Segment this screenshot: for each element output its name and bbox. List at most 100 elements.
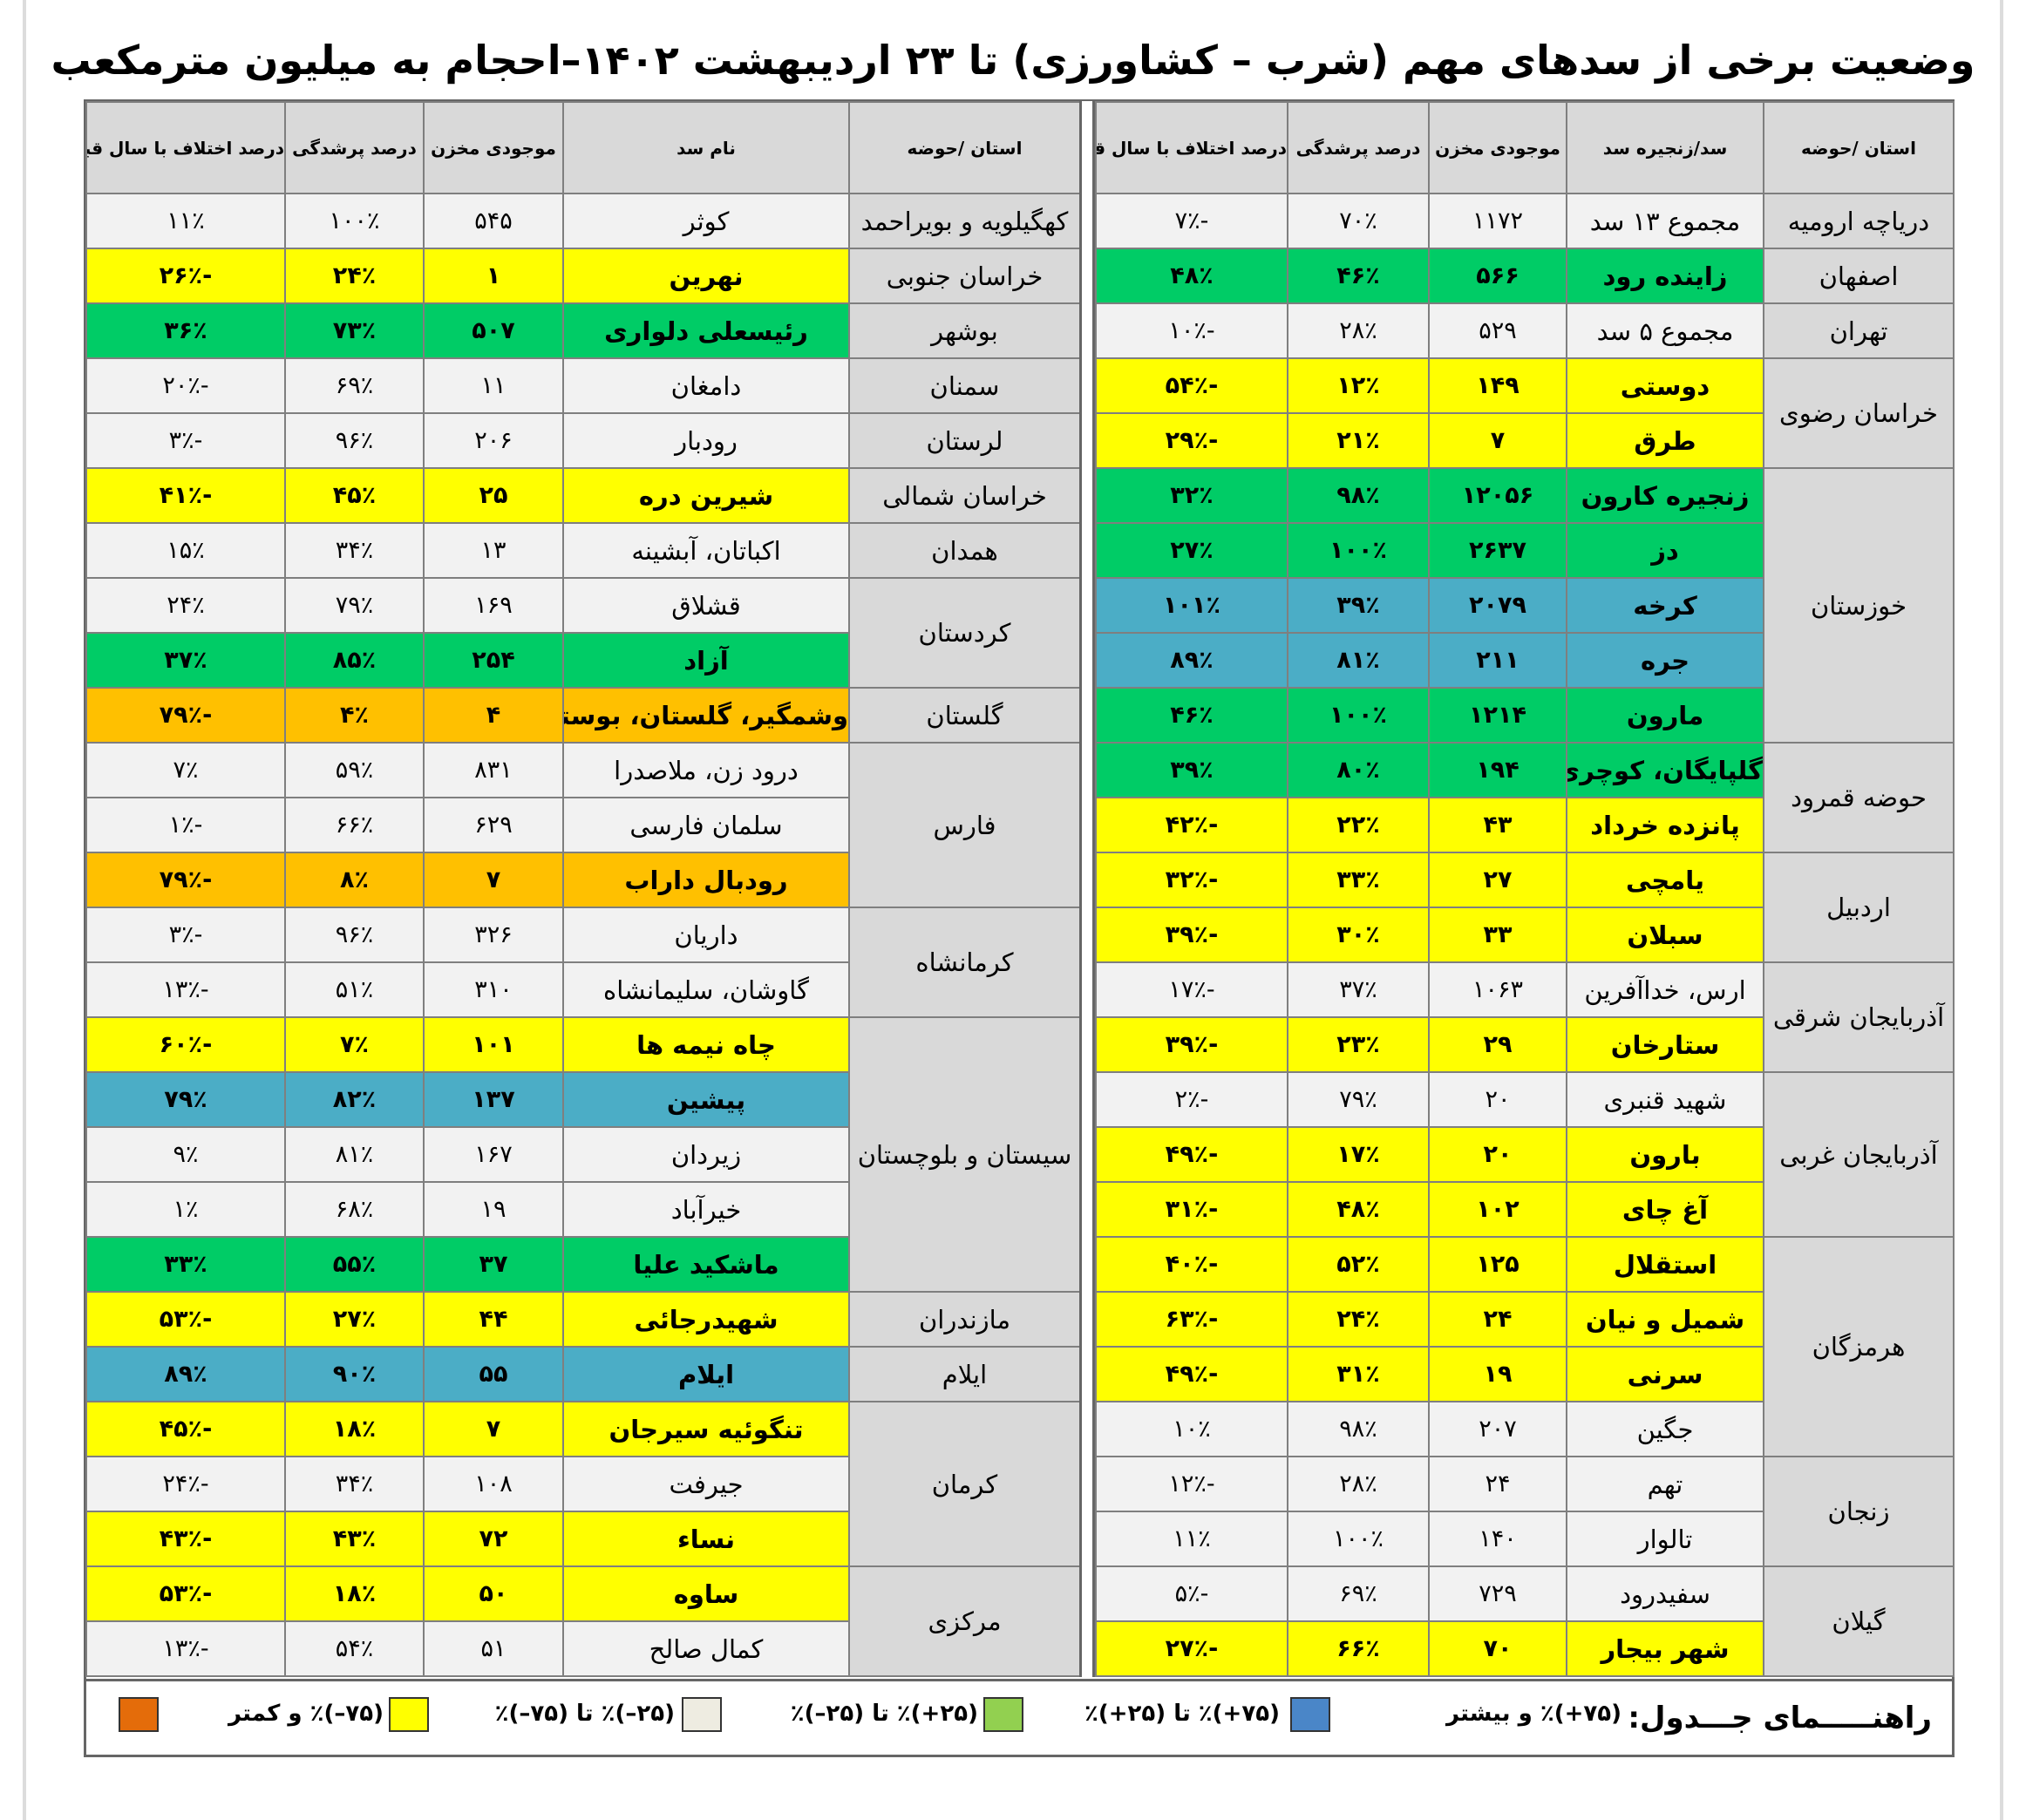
diff-percent-cell: -۱۰٪ [1095,302,1288,359]
storage-cell: ۱۱ [423,357,564,414]
dam-name-cell: سفیدرود [1566,1565,1764,1622]
province-cell: مرکزی [848,1565,1081,1677]
diff-percent-cell: ۴۶٪ [1095,687,1288,744]
dam-name-cell: درود زن، ملاصدرا [562,742,850,798]
dam-name-cell: دوستی [1566,357,1764,414]
table-row: گیلان سفیدرود ۷۲۹ ۶۹٪ -۵٪ [1095,1565,1955,1677]
table-row: همدان اکباتان، آبشینه ۱۳ ۳۴٪ ۱۵٪ [85,522,1081,579]
diff-percent-cell: -۴۰٪ [1095,1236,1288,1293]
fill-percent-cell: ۱۲٪ [1287,357,1430,414]
dam-name-cell: زیردان [562,1126,850,1183]
fill-percent-cell: ۹۶٪ [284,412,425,469]
province-cell: لرستان [848,412,1081,469]
fill-percent-cell: ۸۰٪ [1287,742,1430,798]
fill-percent-cell: ۱۰۰٪ [284,193,425,249]
dam-name-cell: شمیل و نیان [1566,1291,1764,1348]
column-header: درصد اختلاف با سال قبل [85,101,286,194]
diff-percent-cell: -۳۲٪ [1095,852,1288,908]
diff-percent-cell: ۷۹٪ [85,1071,286,1128]
dam-name-cell: پانزده خرداد [1566,797,1764,853]
storage-cell: ۲۶۳۷ [1428,522,1567,579]
dam-name-cell: استقلال [1566,1236,1764,1293]
dam-name-cell: ستارخان [1566,1016,1764,1073]
dam-name-cell: اکباتان، آبشینه [562,522,850,579]
dam-name-cell: مجموع ۱۳ سد [1566,193,1764,249]
dam-name-cell: خیرآباد [562,1181,850,1238]
fill-percent-cell: ۶۶٪ [1287,1620,1430,1677]
table-row: آذربایجان غربی شهید قنبری ۲۰ ۷۹٪ -۲٪ [1095,1071,1955,1238]
storage-cell: ۳۳ [1428,907,1567,963]
storage-cell: ۱۰۸ [423,1456,564,1512]
province-cell: سمنان [848,357,1081,414]
dam-name-cell: مارون [1566,687,1764,744]
fill-percent-cell: ۶۸٪ [284,1181,425,1238]
storage-cell: ۷ [423,852,564,908]
table-row: مارون ۱۲۱۴ ۱۰۰٪ ۴۶٪ [1095,687,1954,744]
legend-item: (۲۵+)٪ تا (۲۵–)٪ [682,1697,978,1735]
fill-percent-cell: ۹۰٪ [284,1346,425,1402]
diff-percent-cell: -۶۳٪ [1095,1291,1288,1348]
dam-name-cell: آزاد [562,632,850,689]
diff-percent-cell: ۱۱٪ [85,193,286,249]
table-row: زیردان ۱۶۷ ۸۱٪ ۹٪ [85,1126,1080,1183]
table-row: جگین ۲۰۷ ۹۸٪ ۱۰٪ [1095,1401,1954,1457]
page-title: وضعیت برخی از سدهای مهم (شرب – کشاورزی) … [51,37,1975,84]
dam-name-cell: طرق [1566,412,1764,469]
column-header: استان /حوضه [1763,101,1955,194]
legend: راهنـــــمای جـــدول: (۷۵+)٪ و بیشتر (۷۵… [85,1679,1953,1755]
storage-cell: ۲۴ [1428,1456,1567,1512]
dam-name-cell: کمال صالح [562,1620,850,1677]
diff-percent-cell: ۱۰۱٪ [1095,577,1288,634]
dam-name-cell: جگین [1566,1401,1764,1457]
fill-percent-cell: ۱۸٪ [284,1401,425,1457]
table-row: لرستان رودبار ۲۰۶ ۹۶٪ -۳٪ [85,412,1081,469]
legend-swatch-orange [119,1697,159,1732]
fill-percent-cell: ۴٪ [284,687,425,744]
fill-percent-cell: ۳۳٪ [1287,852,1430,908]
storage-cell: ۲۵۴ [423,632,564,689]
storage-cell: ۱۲۰۵۶ [1428,467,1567,524]
fill-percent-cell: ۱۰۰٪ [1287,687,1430,744]
province-cell: کرمان [848,1401,1081,1567]
dam-name-cell: جره [1566,632,1764,689]
storage-cell: ۱۲۵ [1428,1236,1567,1293]
fill-percent-cell: ۷۳٪ [284,302,425,359]
diff-percent-cell: ۳۹٪ [1095,742,1288,798]
legend-label: (۲۵+)٪ تا (۲۵–)٪ [790,1701,978,1727]
table-row: نساء ۷۲ ۴۳٪ -۴۳٪ [85,1511,1080,1567]
dam-name-cell: یامچی [1566,852,1764,908]
province-cell: خوزستان [1763,467,1955,744]
dam-name-cell: آغ چای [1566,1181,1764,1238]
column-header: درصد اختلاف با سال قبل [1095,101,1288,194]
diff-percent-cell: -۴۳٪ [85,1511,286,1567]
diff-percent-cell: -۳۹٪ [1095,1016,1288,1073]
storage-cell: ۷ [423,1401,564,1457]
diff-percent-cell: ۷٪ [85,742,286,798]
diff-percent-cell: ۱۵٪ [85,522,286,579]
table-row: ماشکید علیا ۳۷ ۵۵٪ ۳۳٪ [85,1236,1080,1293]
diff-percent-cell: -۲۷٪ [1095,1620,1288,1677]
diff-percent-cell: -۵۴٪ [1095,357,1288,414]
diff-percent-cell: ۳۳٪ [85,1236,286,1293]
legend-swatch-gray [682,1697,722,1732]
storage-cell: ۵۲۹ [1428,302,1567,359]
diff-percent-cell: -۶۰٪ [85,1016,286,1073]
dam-name-cell: سلمان فارسی [562,797,850,853]
diff-percent-cell: -۱۲٪ [1095,1456,1288,1512]
fill-percent-cell: ۷۹٪ [1287,1071,1430,1128]
province-cell: کردستان [848,577,1081,689]
legend-title: راهنـــــمای جـــدول: [1628,1701,1932,1735]
table-row: کمال صالح ۵۱ ۵۴٪ -۱۳٪ [85,1620,1080,1677]
fill-percent-cell: ۳۱٪ [1287,1346,1430,1402]
table-row: سرنی ۱۹ ۳۱٪ -۴۹٪ [1095,1346,1954,1402]
fill-percent-cell: ۶۶٪ [284,797,425,853]
province-cell: آذربایجان شرقی [1763,961,1955,1073]
fill-percent-cell: ۸۱٪ [284,1126,425,1183]
diff-percent-cell: -۲٪ [1095,1071,1288,1128]
table-row: طرق ۷ ۲۱٪ -۲۹٪ [1095,412,1954,469]
storage-cell: ۲۴ [1428,1291,1567,1348]
province-cell: همدان [848,522,1081,579]
fill-percent-cell: ۵۹٪ [284,742,425,798]
dam-name-cell: قشلاق [562,577,850,634]
